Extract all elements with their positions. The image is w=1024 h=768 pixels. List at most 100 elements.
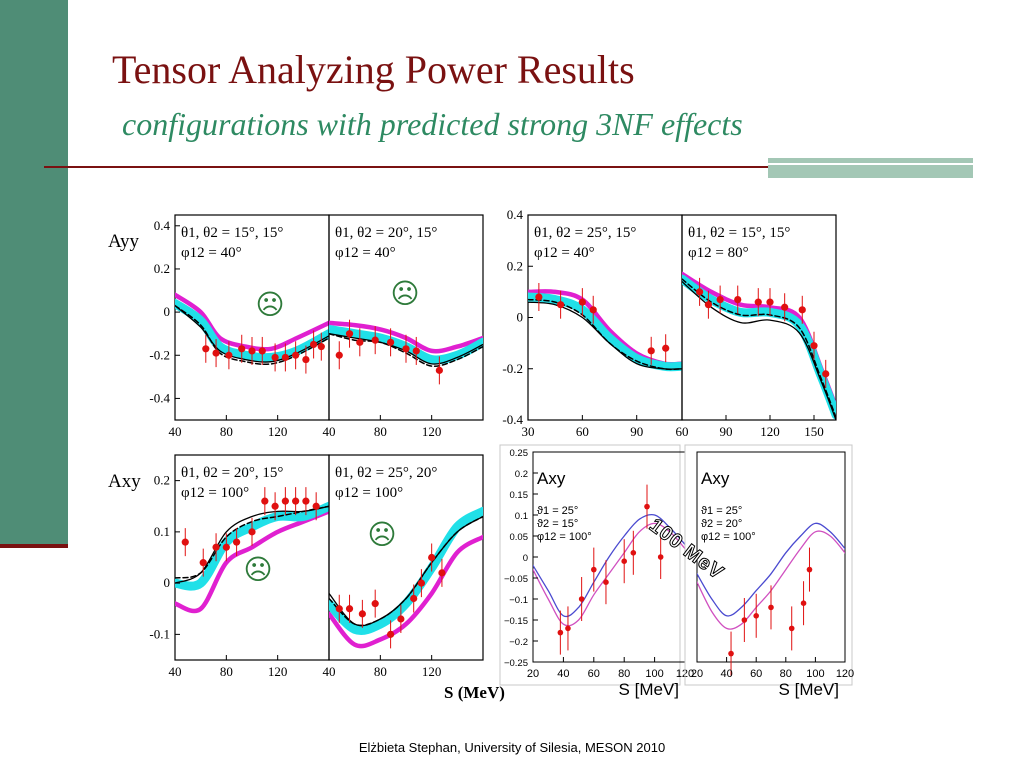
- data-point: [428, 553, 436, 562]
- data-point: [317, 343, 325, 351]
- x-tick-label: 80: [220, 664, 233, 679]
- series-line: [329, 515, 483, 627]
- x-tick-label: 40: [169, 664, 182, 679]
- x-axis-label: S [MeV]: [779, 680, 839, 699]
- data-point: [647, 347, 655, 355]
- x-tick-label: 30: [522, 424, 535, 439]
- x-tick-label: 40: [323, 424, 336, 439]
- data-point: [788, 625, 795, 632]
- data-point: [438, 569, 446, 577]
- panel-annotation: φ12 = 40°: [335, 245, 396, 261]
- y-tick-label: 0.05: [510, 532, 529, 543]
- data-point: [387, 338, 395, 346]
- panel-annotation: θ1, θ2 = 25°, 15°: [534, 225, 636, 241]
- y-tick-label: 0.1: [154, 524, 170, 539]
- panel-annotation: ϑ1 = 25°: [701, 505, 742, 517]
- data-point: [248, 528, 256, 536]
- data-point: [248, 347, 256, 355]
- x-tick-label: 40: [557, 668, 569, 680]
- series-line: [528, 298, 682, 371]
- panel-annotation: φ12 = 100°: [181, 485, 249, 501]
- data-point: [258, 347, 266, 355]
- panel-annotation: θ1, θ2 = 15°, 15°: [181, 225, 283, 241]
- y-tick-label: 0: [517, 310, 524, 325]
- sad-face-icon: ☹: [367, 518, 396, 551]
- decorative-bars: [768, 158, 973, 178]
- slide-title: Tensor Analyzing Power Results: [112, 47, 635, 92]
- data-point: [397, 615, 405, 623]
- data-point: [768, 604, 774, 611]
- data-point: [310, 340, 318, 349]
- x-tick-label: 40: [323, 664, 336, 679]
- x-axis-label-left: S (MeV): [444, 683, 505, 702]
- data-point: [292, 351, 300, 359]
- y-tick-label: 0.1: [515, 511, 528, 522]
- y-tick-label: 0.2: [515, 469, 528, 480]
- y-tick-label: -0.2: [502, 361, 523, 376]
- y-tick-label: -0.2: [149, 347, 170, 362]
- y-axis-label: Axy: [108, 471, 141, 492]
- data-point: [212, 349, 220, 357]
- x-tick-label: 120: [422, 664, 442, 679]
- y-tick-label: 0.2: [507, 258, 523, 273]
- x-tick-label: 80: [220, 424, 233, 439]
- panel-annotation: ϑ2 = 20°: [701, 518, 742, 530]
- slide-subtitle: configurations with predicted strong 3NF…: [122, 106, 743, 142]
- data-point: [225, 351, 233, 359]
- data-point: [644, 503, 650, 510]
- panel-frame: [684, 444, 853, 686]
- panel-annotation: ϑ2 = 15°: [537, 518, 578, 530]
- data-point: [371, 600, 379, 608]
- panel-axy-2: 40 80 120 θ1, θ2 = 25°, 20° φ12 = 100°: [323, 454, 484, 679]
- data-point: [335, 605, 343, 613]
- y-axis-label: Ayy: [108, 231, 139, 252]
- data-point: [371, 336, 379, 344]
- y-tick-label: 0.25: [510, 448, 529, 459]
- data-point: [754, 298, 762, 306]
- series-line: [528, 292, 682, 372]
- panel-ayy-2: 40 80 120 θ1, θ2 = 20°, 15° φ12 = 40°: [323, 214, 484, 439]
- x-tick-label: 80: [374, 664, 387, 679]
- panel-annotation: φ12 = 100°: [701, 531, 756, 543]
- series-line: [175, 299, 329, 363]
- title-rule: [44, 166, 768, 168]
- series-line: [697, 522, 845, 617]
- x-tick-label: 60: [676, 424, 689, 439]
- y-tick-label: -0.4: [149, 390, 170, 405]
- data-point: [417, 579, 425, 587]
- data-point: [271, 353, 279, 362]
- y-tick-label: 0.2: [154, 261, 170, 276]
- y-tick-label: −0.25: [504, 658, 528, 669]
- series-line: [175, 292, 329, 352]
- data-point: [412, 347, 420, 355]
- footer-credit: Elżbieta Stephan, University of Silesia,…: [358, 740, 666, 755]
- data-point: [621, 558, 627, 564]
- x-tick-label: 90: [720, 424, 733, 439]
- data-point: [704, 301, 713, 309]
- panel-ayy-3: 30 60 90 0.4 0.2 0 -0.2 -0.4 θ1, θ2 = 25°, 15° φ1…: [502, 207, 683, 439]
- data-point: [238, 345, 246, 353]
- y-tick-label: −0.1: [509, 595, 528, 606]
- x-tick-label: 120: [836, 668, 854, 680]
- data-point: [281, 497, 289, 505]
- data-point: [312, 502, 320, 510]
- x-tick-label: 120: [760, 424, 780, 439]
- data-point: [716, 295, 724, 304]
- data-point: [798, 306, 806, 314]
- panel-label: Axy: [701, 469, 730, 488]
- data-point: [806, 566, 813, 573]
- data-point: [212, 543, 220, 551]
- data-point: [734, 295, 742, 304]
- data-point: [345, 605, 354, 613]
- data-point: [292, 497, 300, 505]
- x-tick-label: 20: [527, 668, 539, 680]
- data-point: [810, 342, 818, 350]
- sidebar-rule: [0, 544, 68, 548]
- data-point: [233, 538, 241, 546]
- sidebar-band: [0, 0, 68, 548]
- x-tick-label: 150: [804, 424, 824, 439]
- x-tick-label: 60: [588, 668, 600, 680]
- x-tick-label: 120: [268, 424, 288, 439]
- data-point: [800, 600, 807, 606]
- y-tick-label: 0.4: [154, 218, 171, 233]
